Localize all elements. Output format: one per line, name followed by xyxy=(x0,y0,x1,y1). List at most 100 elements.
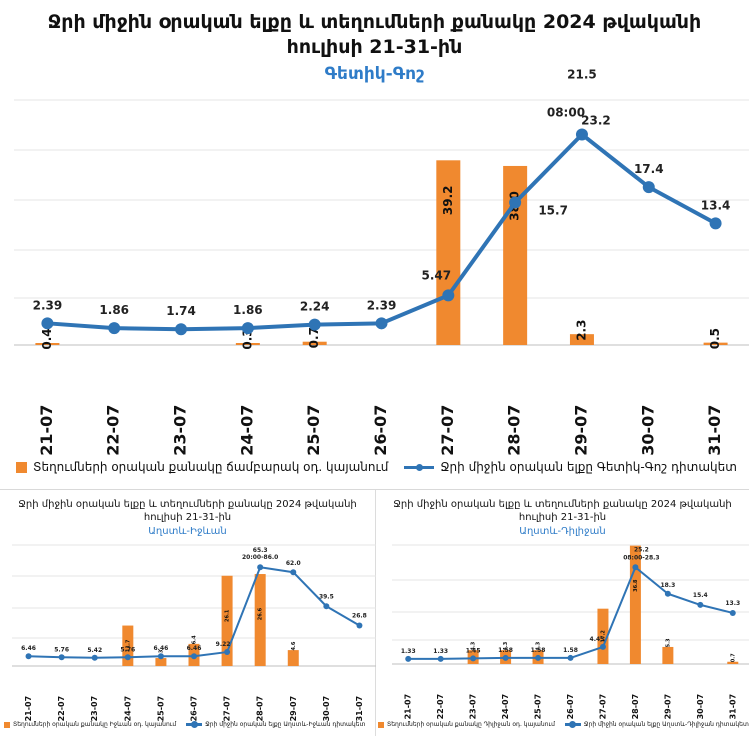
legend-item-precipitation: Տեղումների օրական քանակը ճամբարակ օդ. կա… xyxy=(16,460,388,474)
discharge-value-label: 1.74 xyxy=(166,304,196,318)
discharge-point xyxy=(25,653,32,660)
category-tick-label: 23-07 xyxy=(171,405,190,456)
discharge-value-label: 1.33 xyxy=(401,648,416,655)
discharge-value-label: 1.58 xyxy=(563,647,578,654)
discharge-point xyxy=(599,643,606,650)
category-tick-label: 21-07 xyxy=(24,696,33,722)
precipitation-bar xyxy=(629,545,641,664)
precipitation-bar xyxy=(302,341,327,345)
discharge-point xyxy=(91,654,98,661)
category-tick-label: 21-07 xyxy=(37,405,56,456)
legend-line-label: Ջրի միջին օրական ելքը Գետիկ-Գոշ դիտակետ xyxy=(440,460,737,474)
dilijan-chart-subtitle: Աղստև-Դիլիջան xyxy=(519,526,606,537)
peak-annotation: 08:00-28.3 xyxy=(623,554,659,561)
bar-value-label: 0.5 xyxy=(708,328,722,349)
discharge-value-label: 5.76 xyxy=(120,646,135,653)
bar-value-label: 0.7 xyxy=(730,653,736,662)
discharge-value-label: 15.4 xyxy=(693,592,708,599)
category-tick-label: 24-07 xyxy=(123,696,132,722)
category-tick-label: 27-07 xyxy=(438,405,457,456)
precipitation-bar xyxy=(122,625,134,666)
discharge-point xyxy=(257,564,264,571)
discharge-value-label: 1.86 xyxy=(233,303,263,317)
legend-line-swatch xyxy=(404,462,435,472)
precipitation-bar xyxy=(597,608,609,664)
dilijan-chart-title-line1: Ջրի միջին օրական ելքը և տեղումների քանակ… xyxy=(393,499,732,510)
category-tick-label: 31-07 xyxy=(355,696,364,722)
discharge-value-label: 5.47 xyxy=(422,268,452,282)
discharge-value-label: 23.2 xyxy=(581,113,611,127)
discharge-point xyxy=(375,317,388,330)
category-tick-label: 24-07 xyxy=(501,694,510,720)
legend-item-precipitation: Տեղումների օրական քանակը Դիլիջան օդ. կայ… xyxy=(378,721,555,728)
dilijan-chart-plot: 4.3 4.3 4.3 17.2 36.8 5.3 0.7 1.33 1.33 1.45 1.58 1… xyxy=(392,544,749,720)
legend-line-label: Ջրի միջին օրական ելքը Աղստև-Դիլիջան դիտա… xyxy=(583,721,749,728)
precipitation-bar xyxy=(436,160,461,345)
discharge-point xyxy=(191,653,197,660)
discharge-point xyxy=(58,654,65,661)
ijevan-chart-panel: Ջրի միջին օրական ելքը և տեղումների քանակ… xyxy=(0,490,376,736)
discharge-value-label: 4.45 xyxy=(590,636,605,643)
ijevan-chart-title-line2: հուլիսի 21-31-ին xyxy=(143,512,232,523)
bar-value-label: 2.3 xyxy=(574,320,588,341)
legend-line-swatch xyxy=(564,721,581,728)
discharge-value-label: 1.58 xyxy=(498,647,513,654)
peak-annotation: 21.5 xyxy=(567,67,597,81)
discharge-line xyxy=(408,566,734,660)
discharge-point xyxy=(509,196,522,209)
discharge-point xyxy=(697,601,704,608)
precipitation-bar xyxy=(35,343,60,345)
precipitation-bar xyxy=(287,650,299,666)
precipitation-bar xyxy=(662,646,674,664)
discharge-point xyxy=(405,655,412,662)
discharge-point xyxy=(575,128,588,141)
bar-value-label: 26.1 xyxy=(225,609,231,622)
bar-value-label: 36.8 xyxy=(633,579,639,592)
bar-value-label: 4.6 xyxy=(291,641,297,650)
main-chart-plot: 0.40.30.739.238.02.30.52.391.861.741.862… xyxy=(14,67,749,456)
discharge-point xyxy=(642,181,655,194)
precipitation-bar xyxy=(569,334,594,345)
discharge-value-label: 18.3 xyxy=(660,582,675,589)
legend-item-discharge: Ջրի միջին օրական ելքը Աղստև-Դիլիջան դիտա… xyxy=(564,721,749,728)
bar-value-label: 4.3 xyxy=(503,641,509,650)
bar-value-label: 0.3 xyxy=(240,328,254,349)
discharge-point xyxy=(535,654,542,661)
discharge-value-label: 26.8 xyxy=(352,612,367,619)
peak-annotation: 20:00-86.0 xyxy=(242,554,278,561)
discharge-value-label: 1.33 xyxy=(433,648,448,655)
discharge-value-label: 6.46 xyxy=(154,645,169,652)
discharge-point xyxy=(729,609,736,616)
category-tick-label: 23-07 xyxy=(90,696,99,722)
precipitation-bar xyxy=(155,658,167,666)
discharge-point xyxy=(437,655,444,662)
discharge-value-label: 17.4 xyxy=(634,162,664,176)
category-tick-label: 24-07 xyxy=(237,405,256,456)
bar-value-label: 39.2 xyxy=(441,186,455,216)
main-chart-title-line1: Ջրի միջին օրական ելքը և տեղումների քանակ… xyxy=(47,11,702,33)
discharge-value-label: 39.5 xyxy=(319,593,334,600)
precipitation-bar xyxy=(254,574,266,666)
category-tick-label: 28-07 xyxy=(631,694,640,720)
category-tick-label: 22-07 xyxy=(104,405,123,456)
discharge-value-label: 6.46 xyxy=(187,645,202,652)
discharge-value-label: 13.3 xyxy=(725,600,740,607)
discharge-value-label: 1.45 xyxy=(466,647,481,654)
category-tick-label: 28-07 xyxy=(505,405,524,456)
category-tick-label: 26-07 xyxy=(371,405,390,456)
ijevan-chart-subtitle: Աղստև-Իջևան xyxy=(148,526,227,537)
discharge-point xyxy=(323,603,330,610)
discharge-point xyxy=(664,590,671,597)
bar-value-label: 5.3 xyxy=(665,638,671,647)
legend-bar-swatch xyxy=(378,721,384,728)
discharge-value-label: 1.58 xyxy=(531,647,546,654)
discharge-point xyxy=(41,317,54,330)
category-tick-label: 30-07 xyxy=(638,405,657,456)
discharge-value-label: 2.39 xyxy=(367,298,397,312)
ijevan-chart-legend: Տեղումների օրական քանակը Իջևան օդ. կայան… xyxy=(4,721,365,728)
category-tick-label: 31-07 xyxy=(705,405,724,456)
category-tick-label: 28-07 xyxy=(256,696,265,722)
main-chart-panel: Ջրի միջին օրական ելքը և տեղումների քանակ… xyxy=(0,11,749,490)
category-tick-label: 27-07 xyxy=(223,696,232,722)
category-tick-label: 25-07 xyxy=(156,696,165,722)
